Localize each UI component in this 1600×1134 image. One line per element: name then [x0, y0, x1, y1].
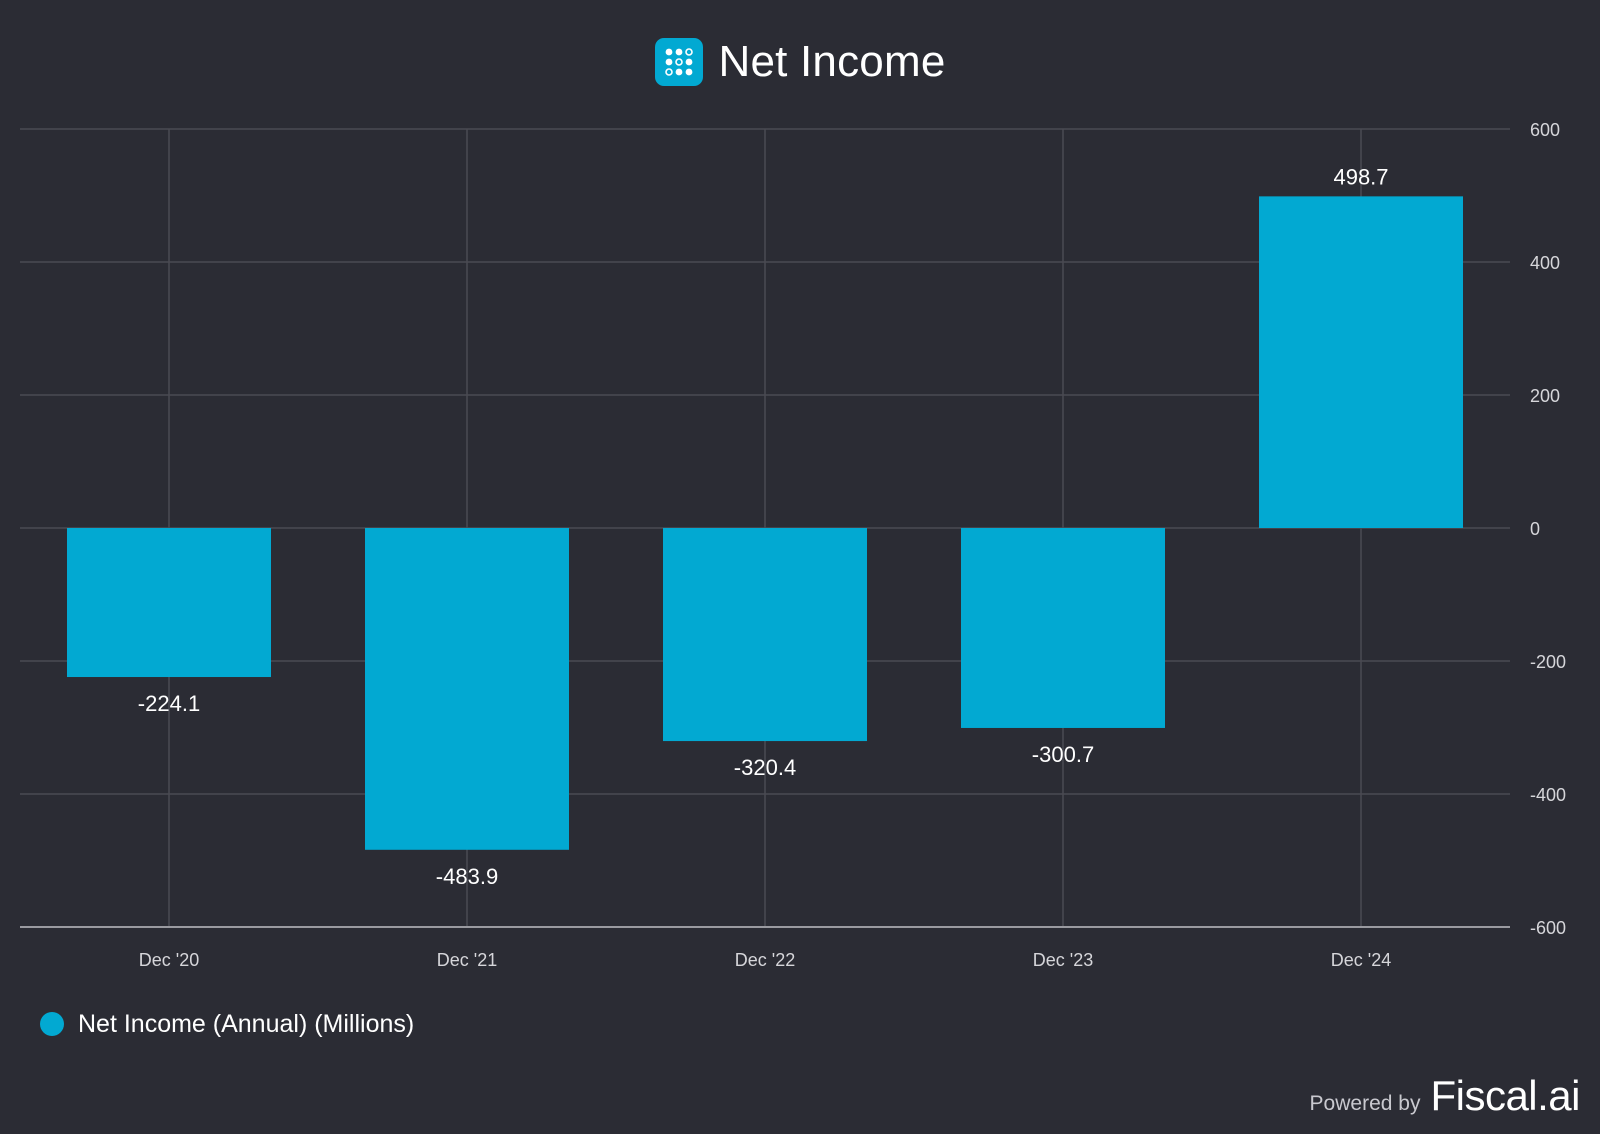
bar: [1259, 196, 1463, 528]
x-tick-label: Dec '23: [1033, 950, 1093, 970]
bar-data-label: -320.4: [734, 755, 796, 780]
legend-label: Net Income (Annual) (Millions): [78, 1009, 415, 1038]
chart-title: Net Income: [718, 37, 946, 86]
y-tick-label: 200: [1530, 386, 1560, 406]
bar-data-label: -224.1: [138, 691, 200, 716]
chart-header: Net Income: [0, 34, 1600, 90]
bar-data-label: -300.7: [1032, 742, 1094, 767]
legend[interactable]: Net Income (Annual) (Millions): [40, 1010, 414, 1038]
y-tick-label: 0: [1530, 519, 1540, 539]
x-tick-label: Dec '21: [437, 950, 497, 970]
y-tick-label: 400: [1530, 253, 1560, 273]
footer-branding: Powered by Fiscal.ai: [1309, 1072, 1581, 1120]
bar: [365, 528, 569, 850]
brand-name: Fiscal.ai: [1430, 1072, 1580, 1119]
y-tick-label: 600: [1530, 120, 1560, 140]
fiscal-ai-logo-icon: [654, 38, 703, 86]
bar-data-label: 498.7: [1333, 164, 1388, 189]
bar-data-label: -483.9: [436, 864, 498, 889]
x-tick-label: Dec '24: [1331, 950, 1391, 970]
legend-swatch-icon: [40, 1012, 64, 1036]
powered-by-text: Powered by: [1309, 1092, 1421, 1115]
logo-dots-icon: [664, 48, 693, 76]
bar: [67, 528, 271, 678]
x-tick-label: Dec '22: [735, 950, 795, 970]
bar: [961, 528, 1165, 728]
y-tick-label: -600: [1530, 918, 1566, 938]
bar: [663, 528, 867, 742]
y-tick-label: -200: [1530, 652, 1566, 672]
y-tick-label: -400: [1530, 785, 1566, 805]
x-tick-label: Dec '20: [139, 950, 199, 970]
